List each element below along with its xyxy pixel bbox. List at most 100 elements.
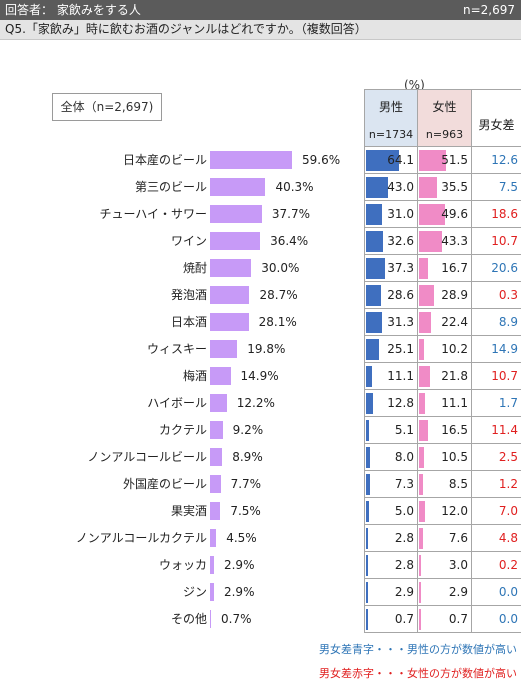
total-value-label: 0.7% <box>221 612 252 626</box>
female-bar <box>419 420 428 441</box>
diff-value: 18.6 <box>491 207 518 221</box>
category-label: カクテル <box>158 423 207 437</box>
male-bar <box>366 528 368 549</box>
female-bar <box>419 474 424 495</box>
total-bar <box>210 286 250 304</box>
female-value: 28.9 <box>441 288 468 302</box>
category-label: ウィスキー <box>146 342 207 356</box>
male-value: 2.9 <box>394 585 414 599</box>
male-value: 31.0 <box>387 207 414 221</box>
female-value: 0.7 <box>448 612 468 626</box>
male-bar <box>366 339 380 360</box>
male-cell: 5.1 <box>364 417 418 444</box>
female-value: 10.2 <box>441 342 468 356</box>
diff-cell: 7.0 <box>472 498 521 525</box>
male-value: 11.1 <box>387 369 414 383</box>
total-value-label: 9.2% <box>232 423 264 437</box>
female-cell: 0.7 <box>418 606 472 633</box>
male-bar <box>366 582 368 603</box>
category-label: ジン <box>182 585 207 599</box>
category-label: 果実酒 <box>170 504 207 518</box>
female-bar <box>419 528 423 549</box>
female-bar <box>419 150 446 171</box>
female-cell: 49.6 <box>418 201 472 228</box>
total-value-label: 14.9% <box>240 369 279 383</box>
total-bar <box>210 583 214 601</box>
category-label: ウォッカ <box>158 558 207 572</box>
diff-cell: 0.0 <box>472 579 521 606</box>
diff-cell: 7.5 <box>472 174 521 201</box>
diff-value: 7.5 <box>498 180 518 194</box>
sample-size: n=2,697 <box>462 3 515 17</box>
male-header-n: n=1734 <box>368 128 414 141</box>
total-bar <box>210 502 221 520</box>
male-bar <box>366 231 383 252</box>
diff-value: 0.0 <box>498 585 518 599</box>
male-bar <box>366 204 383 225</box>
total-bar <box>210 205 262 223</box>
unit-label: (%) <box>404 78 425 92</box>
female-value: 8.5 <box>448 477 468 491</box>
diff-value: 8.9 <box>498 315 518 329</box>
diff-cell: 0.2 <box>472 552 521 579</box>
category-label: チューハイ・サワー <box>99 207 207 221</box>
diff-cell: 2.5 <box>472 444 521 471</box>
diff-value: 4.8 <box>498 531 518 545</box>
male-bar <box>366 393 373 414</box>
female-cell: 10.2 <box>418 336 472 363</box>
male-value: 31.3 <box>387 315 414 329</box>
category-label: その他 <box>170 612 207 626</box>
total-value-label: 40.3% <box>275 180 314 194</box>
female-bar <box>419 447 425 468</box>
male-bar <box>366 474 370 495</box>
diff-cell: 8.9 <box>472 309 521 336</box>
male-bar <box>366 258 386 279</box>
female-value: 22.4 <box>441 315 468 329</box>
diff-value: 1.2 <box>498 477 518 491</box>
female-cell: 16.5 <box>418 417 472 444</box>
male-value: 5.0 <box>394 504 414 518</box>
total-value-label: 28.7% <box>259 288 298 302</box>
female-cell: 28.9 <box>418 282 472 309</box>
female-cell: 35.5 <box>418 174 472 201</box>
female-cell: 51.5 <box>418 147 472 174</box>
female-value: 16.7 <box>441 261 468 275</box>
female-bar <box>419 231 442 252</box>
total-bar <box>210 313 249 331</box>
total-bar <box>210 259 252 277</box>
male-value: 2.8 <box>394 531 414 545</box>
total-bar <box>210 475 221 493</box>
diff-value: 10.7 <box>491 234 518 248</box>
category-label: 梅酒 <box>182 369 207 383</box>
male-cell: 2.9 <box>364 579 418 606</box>
total-bar <box>210 232 261 250</box>
female-cell: 10.5 <box>418 444 472 471</box>
total-bar <box>210 529 217 547</box>
male-bar <box>366 447 371 468</box>
diff-cell: 1.2 <box>472 471 521 498</box>
category-label: 焼酎 <box>182 261 207 275</box>
female-value: 7.6 <box>448 531 468 545</box>
male-value: 37.3 <box>387 261 414 275</box>
female-bar <box>419 609 421 630</box>
male-header-label: 男性 <box>378 100 403 114</box>
male-cell: 2.8 <box>364 525 418 552</box>
diff-header-label: 男女差 <box>478 118 515 132</box>
male-cell: 12.8 <box>364 390 418 417</box>
note-red: 男女差赤字・・・女性の方が数値が高い <box>319 667 517 680</box>
male-cell: 64.1 <box>364 147 418 174</box>
category-label: ノンアルコールカクテル <box>75 531 207 545</box>
male-bar <box>366 312 383 333</box>
female-bar <box>419 339 425 360</box>
female-cell: 12.0 <box>418 498 472 525</box>
female-bar <box>419 285 435 306</box>
female-value: 12.0 <box>441 504 468 518</box>
total-value-label: 30.0% <box>261 261 300 275</box>
male-value: 12.8 <box>387 396 414 410</box>
header-bar: 回答者： 家飲みをする人 n=2,697 <box>0 0 521 20</box>
male-bar <box>366 420 369 441</box>
diff-value: 11.4 <box>491 423 518 437</box>
total-value-label: 28.1% <box>258 315 297 329</box>
male-cell: 31.3 <box>364 309 418 336</box>
total-value-label: 19.8% <box>247 342 286 356</box>
